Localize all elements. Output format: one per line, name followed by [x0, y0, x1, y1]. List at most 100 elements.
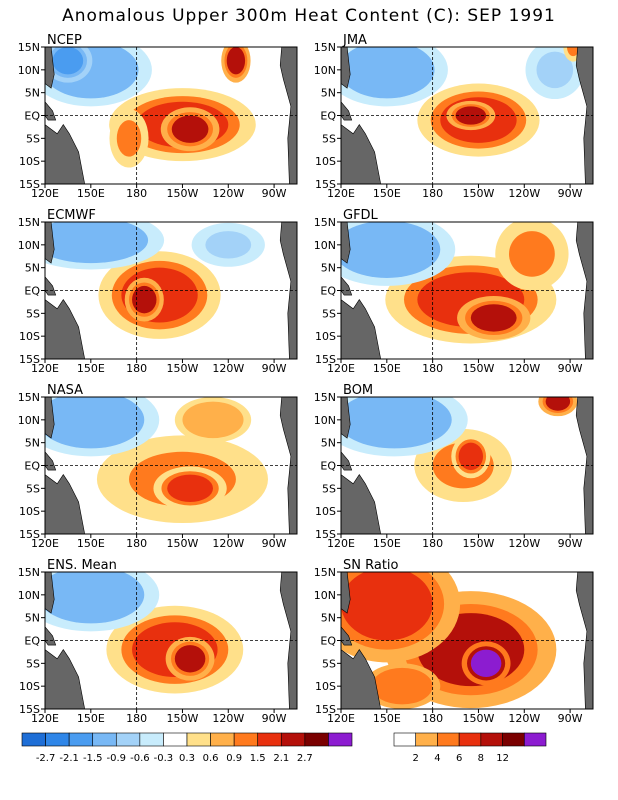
field-contour: [341, 572, 433, 641]
colorbar-swatch: [393, 732, 417, 747]
colorbar-label: 2.1: [273, 753, 289, 764]
y-tick-label: 5S: [322, 482, 336, 495]
y-tick-label: 10S: [19, 505, 40, 518]
x-tick-label: 180: [126, 187, 147, 200]
colorbar-swatch: [415, 732, 438, 747]
y-tick-label: EQ: [24, 460, 40, 473]
y-tick-label: EQ: [320, 460, 336, 473]
x-tick-label: 120E: [327, 537, 355, 550]
map-field: [45, 222, 297, 359]
colorbar-label: -0.3: [154, 753, 174, 764]
colorbar-label: -2.1: [59, 753, 79, 764]
y-tick-label: 10N: [18, 64, 40, 77]
field-contour: [344, 226, 430, 273]
x-tick-label: 90W: [262, 537, 287, 550]
field-contour: [509, 231, 555, 277]
colorbar-swatch: [68, 732, 94, 747]
y-tick-label: 15N: [18, 41, 40, 54]
field-contour: [226, 47, 246, 75]
y-tick-label: 5N: [25, 612, 40, 625]
y-tick-label: 5N: [321, 612, 336, 625]
y-tick-label: EQ: [320, 110, 336, 123]
field-contour: [348, 47, 425, 93]
x-tick-label: 150E: [77, 712, 105, 725]
colorbar-label: 12: [496, 753, 509, 764]
x-tick-label: 90W: [262, 362, 287, 375]
x-tick-label: 120W: [508, 362, 540, 375]
colorbar-swatch: [502, 732, 525, 747]
y-tick-label: 10S: [315, 505, 336, 518]
panel-title: NASA: [47, 383, 83, 398]
land-mass: [279, 222, 297, 359]
land-mass: [575, 47, 593, 184]
page-title: Anomalous Upper 300m Heat Content (C): S…: [62, 6, 556, 26]
x-tick-label: 150E: [77, 187, 105, 200]
x-tick-label: 150E: [373, 537, 401, 550]
x-tick-label: 180: [422, 712, 443, 725]
y-tick-label: 15S: [19, 528, 40, 541]
land-mass: [45, 649, 86, 709]
map-field: [45, 397, 297, 534]
colorbar-label: 0.6: [203, 753, 219, 764]
colorbar-swatch: [45, 732, 70, 747]
land-mass: [575, 222, 593, 359]
land-mass: [279, 572, 297, 709]
x-tick-label: 90W: [262, 712, 287, 725]
colorbar-label: -2.7: [36, 753, 56, 764]
x-tick-label: 90W: [558, 362, 583, 375]
land-mass: [341, 572, 351, 614]
x-tick-label: 150W: [167, 187, 199, 200]
colorbar-swatch: [480, 732, 503, 747]
y-tick-label: 10S: [19, 680, 40, 693]
y-tick-label: 5N: [321, 87, 336, 100]
colorbar-label: 0.3: [179, 753, 195, 764]
y-tick-label: 10S: [19, 330, 40, 343]
y-tick-label: 5N: [25, 262, 40, 275]
colorbar-label: 4: [434, 753, 440, 764]
panel-title: ECMWF: [47, 208, 96, 223]
colorbar-swatch: [437, 732, 460, 747]
land-mass: [341, 474, 382, 534]
x-tick-label: 150W: [463, 712, 495, 725]
map-field: [341, 222, 593, 359]
map-field: [45, 572, 297, 709]
field-contour: [45, 222, 137, 259]
land-mass: [45, 397, 55, 439]
y-tick-label: 5S: [26, 132, 40, 145]
field-contour: [536, 51, 574, 89]
land-mass: [45, 47, 55, 89]
y-tick-label: EQ: [24, 635, 40, 648]
y-tick-label: 5N: [321, 262, 336, 275]
x-tick-label: 120W: [212, 187, 244, 200]
colorbar-swatch: [328, 732, 353, 747]
x-tick-label: 150W: [167, 537, 199, 550]
panel-title: SN Ratio: [343, 558, 399, 573]
y-tick-label: 5S: [26, 482, 40, 495]
x-tick-label: 90W: [558, 712, 583, 725]
colorbar-label: 1.5: [250, 753, 266, 764]
x-tick-label: 150E: [373, 187, 401, 200]
colorbar-label: 2: [413, 753, 419, 764]
y-tick-label: 10S: [315, 330, 336, 343]
land-mass: [45, 299, 86, 359]
x-tick-label: 120E: [31, 712, 59, 725]
land-mass: [341, 222, 351, 264]
x-tick-label: 180: [126, 712, 147, 725]
field-contour: [167, 474, 213, 503]
y-tick-label: 15N: [18, 566, 40, 579]
y-tick-label: 5N: [321, 437, 336, 450]
colorbar-swatch: [92, 732, 117, 747]
colorbar-swatch: [458, 732, 482, 747]
panel-title: NCEP: [47, 33, 82, 48]
field-contour: [48, 572, 134, 618]
field-contour: [567, 47, 580, 57]
x-tick-label: 90W: [262, 187, 287, 200]
y-tick-label: 5N: [25, 87, 40, 100]
colorbar-swatch: [280, 732, 306, 747]
y-tick-label: 10S: [315, 680, 336, 693]
y-tick-label: 15S: [315, 178, 336, 191]
